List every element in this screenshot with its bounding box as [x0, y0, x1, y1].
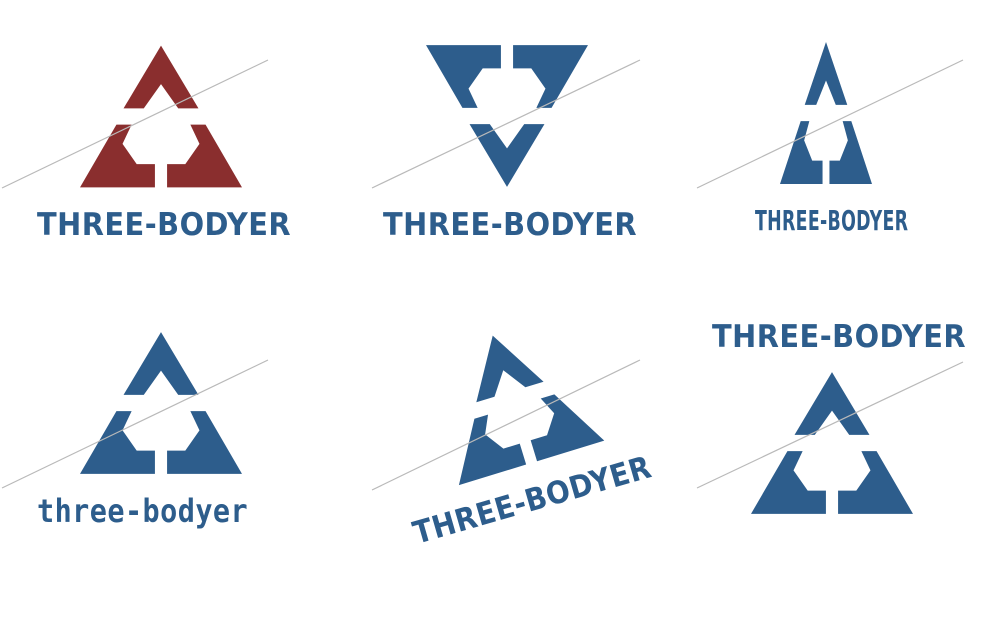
- three-chevron-triangle-icon: [780, 42, 872, 184]
- brand-wordmark: three-bodyer: [37, 492, 249, 530]
- inverted-three-chevron-triangle-icon: [426, 45, 588, 187]
- logo-variant-2: THREE-BODYER: [370, 30, 670, 260]
- guide-strike-line: [1, 359, 269, 489]
- logo-variant-5: THREE-BODYER: [370, 330, 670, 570]
- three-chevron-triangle-icon: [80, 45, 242, 188]
- brand-wordmark: THREE-BODYER: [383, 207, 638, 243]
- logo-variant-3: THREE-BODYER: [695, 30, 985, 260]
- brand-wordmark: THREE-BODYER: [755, 204, 909, 237]
- guide-strike-line: [696, 59, 964, 189]
- brand-wordmark: THREE-BODYER: [37, 207, 292, 243]
- guide-strike-line: [371, 59, 641, 189]
- guide-strike-line: [696, 361, 964, 489]
- three-chevron-triangle-icon: [458, 335, 605, 486]
- logo-variant-1: THREE-BODYER: [0, 30, 320, 260]
- logo-variant-6: THREE-BODYER: [695, 320, 985, 550]
- guide-strike-line: [1, 59, 269, 189]
- brand-wordmark: THREE-BODYER: [712, 319, 967, 355]
- three-chevron-triangle-icon: [751, 372, 913, 514]
- logo-variant-4: three-bodyer: [0, 330, 320, 560]
- guide-strike-line: [371, 359, 641, 491]
- three-chevron-triangle-icon: [80, 332, 242, 474]
